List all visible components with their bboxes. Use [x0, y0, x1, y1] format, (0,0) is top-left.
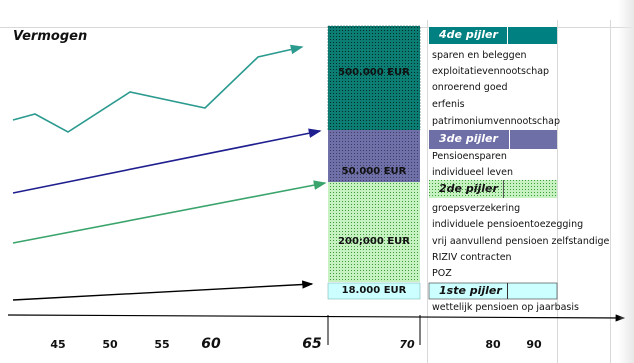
block-label-1ste: 18.000 EUR — [341, 285, 407, 296]
line-3de-pijler — [12, 128, 322, 194]
axis-tick-65: 65 — [302, 336, 322, 352]
block-3de-pijler — [328, 130, 420, 182]
list-item-3de: Pensioensparen — [432, 151, 507, 162]
list-item-4de: patrimoniumvennootschap — [432, 116, 561, 127]
header-cell-2de — [429, 180, 557, 198]
pillar-label-4de: 4de pijler — [439, 28, 498, 41]
list-item-2de: groepsverzekering — [432, 203, 521, 214]
block-label-2de: 200;000 EUR — [338, 236, 410, 247]
list-item-2de: individuele pensioentoezegging — [432, 219, 584, 230]
axis-tick-70: 70 — [399, 338, 415, 351]
axis-tick-50: 50 — [102, 338, 118, 351]
line-2de-pijler — [12, 180, 327, 244]
block-label-3de: 50.000 EUR — [341, 166, 407, 177]
header-cell-3de — [429, 130, 557, 149]
list-item-4de: erfenis — [432, 99, 465, 110]
chart-title: Vermogen — [13, 29, 88, 44]
axis-tick-45: 45 — [50, 338, 66, 351]
block-4de-pijler — [327, 25, 421, 131]
axis-tick-55: 55 — [154, 338, 170, 351]
axis-tick-80: 80 — [485, 338, 501, 351]
axis-tick-90: 90 — [526, 338, 542, 351]
list-item-1ste: wettelijk pensioen op jaarbasis — [432, 302, 579, 313]
line-4de-pijler — [12, 44, 304, 133]
list-item-4de: exploitatievennootschap — [432, 66, 550, 77]
list-item-4de: sparen en beleggen — [432, 50, 527, 61]
pillar-label-2de: 2de pijler — [439, 182, 498, 195]
block-label-4de: 500.000 EUR — [338, 67, 410, 78]
axis-tick-60: 60 — [201, 336, 221, 352]
list-item-2de: vrij aanvullend pensioen zelfstandige — [432, 236, 610, 247]
line-1ste-pijler — [12, 280, 314, 301]
pillar-label-3de: 3de pijler — [439, 132, 498, 145]
block-1ste-pijler — [327, 282, 421, 300]
x-axis — [7, 314, 626, 322]
header-cell-1ste — [428, 282, 558, 300]
header-cell-4de — [429, 27, 557, 44]
list-item-2de: POZ — [432, 268, 452, 279]
pillar-label-1ste: 1ste pijler — [439, 284, 502, 297]
list-item-3de: individueel leven — [432, 167, 513, 178]
list-item-2de: RIZIV contracten — [432, 252, 512, 263]
block-2de-pijler — [328, 182, 420, 282]
list-item-4de: onroerend goed — [432, 82, 508, 93]
page-edge-shadow — [618, 0, 634, 363]
